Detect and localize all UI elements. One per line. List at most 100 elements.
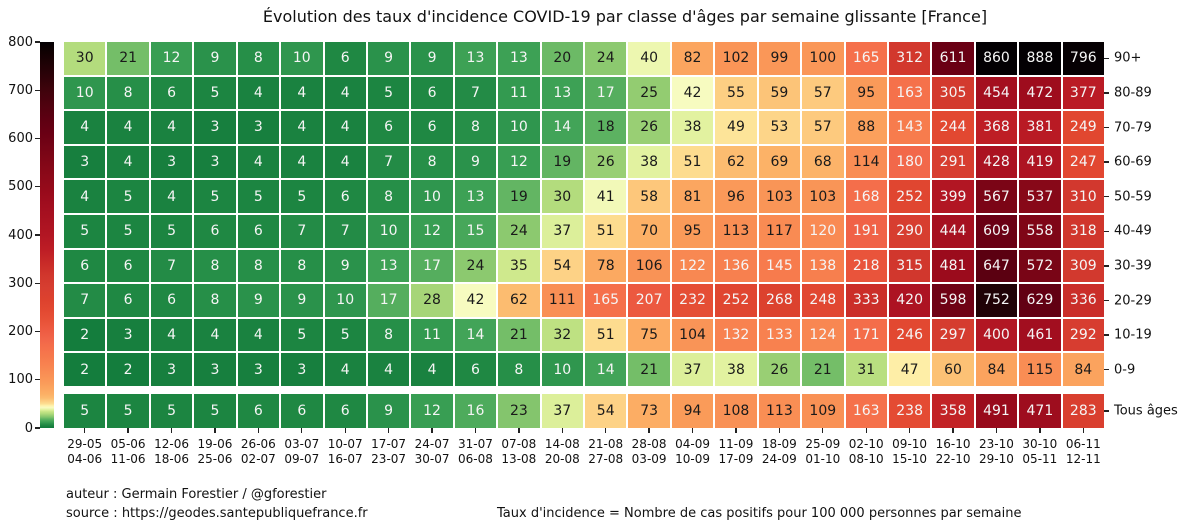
heatmap-cell: 124 bbox=[802, 318, 844, 352]
heatmap-cell: 377 bbox=[1062, 76, 1104, 110]
heatmap-cell: 21 bbox=[802, 353, 844, 386]
heatmap-cell: 6 bbox=[411, 111, 453, 144]
x-tick bbox=[344, 428, 346, 433]
col-start-date: 07-08 bbox=[501, 437, 537, 451]
heatmap-cell: 3 bbox=[64, 145, 106, 179]
heatmap-cell: 14 bbox=[541, 111, 583, 144]
heatmap-cell: 6 bbox=[324, 180, 366, 213]
heatmap-cell: 138 bbox=[802, 249, 844, 283]
heatmap-cell: 3 bbox=[150, 145, 193, 179]
heatmap-cell: 4 bbox=[324, 111, 366, 144]
heatmap-cell: 4 bbox=[324, 353, 366, 386]
col-end-date: 04-06 bbox=[67, 452, 103, 466]
col-start-date: 26-06 bbox=[240, 437, 276, 451]
heatmap-cell: 481 bbox=[932, 249, 974, 283]
heatmap-cell: 19 bbox=[541, 145, 583, 179]
heatmap-cell: 60 bbox=[932, 353, 974, 386]
y-tick bbox=[1104, 299, 1109, 302]
heatmap-cell: 252 bbox=[888, 180, 931, 213]
heatmap-cell: 18 bbox=[585, 111, 627, 144]
heatmap-cell: 609 bbox=[975, 215, 1018, 248]
colorbar-tick-label: 300 bbox=[8, 275, 33, 291]
heatmap-cell: 4 bbox=[64, 180, 106, 213]
heatmap-row: 2 3 4 4 4 5 5 8 11 14 21 32 51 75 104 132 133 124 171 246 29… bbox=[64, 318, 1104, 352]
heatmap-row: 4 5 4 5 5 5 6 8 10 13 19 30 41 58 81 96 103 103 168 252 399 5… bbox=[64, 180, 1104, 213]
heatmap-cell: 5 bbox=[64, 394, 106, 428]
col-start-date: 06-11 bbox=[1065, 437, 1101, 451]
heatmap-cell: 6 bbox=[64, 249, 106, 283]
heatmap-cell: 143 bbox=[888, 111, 931, 144]
heatmap-cell: 5 bbox=[194, 76, 236, 110]
heatmap-cell: 7 bbox=[367, 145, 410, 179]
col-end-date: 24-09 bbox=[761, 452, 797, 466]
col-end-date: 20-08 bbox=[544, 452, 580, 466]
heatmap-cell: 5 bbox=[194, 394, 236, 428]
heatmap-cell: 471 bbox=[1019, 394, 1061, 428]
x-tick bbox=[214, 428, 216, 433]
heatmap-cell: 113 bbox=[758, 394, 801, 428]
heatmap-cell: 24 bbox=[454, 249, 497, 283]
col-end-date: 16-07 bbox=[327, 452, 363, 466]
col-date-label: 29-05 04-06 bbox=[64, 437, 105, 467]
heatmap-cell: 8 bbox=[237, 42, 280, 75]
heatmap-cell: 17 bbox=[367, 284, 410, 317]
col-date-label: 05-06 11-06 bbox=[107, 437, 148, 467]
col-start-date: 09-10 bbox=[892, 437, 928, 451]
colorbar-tick-label: 800 bbox=[8, 34, 33, 50]
heatmap-cell: 9 bbox=[281, 284, 323, 317]
heatmap-cell: 165 bbox=[845, 42, 887, 75]
y-tick bbox=[1104, 161, 1109, 163]
heatmap-cell: 9 bbox=[454, 145, 497, 179]
heatmap-cell: 26 bbox=[758, 353, 801, 386]
heatmap-cell: 37 bbox=[541, 394, 583, 428]
heatmap-cell: 96 bbox=[715, 180, 757, 213]
heatmap-cell: 31 bbox=[845, 353, 887, 386]
x-tick bbox=[431, 428, 433, 433]
col-end-date: 23-07 bbox=[371, 452, 407, 466]
heatmap-cell: 11 bbox=[411, 318, 453, 352]
heatmap-cell: 368 bbox=[975, 111, 1018, 144]
x-tick bbox=[474, 428, 477, 433]
heatmap-cell: 4 bbox=[237, 318, 280, 352]
heatmap-cell: 6 bbox=[411, 76, 453, 110]
colorbar-tick bbox=[35, 330, 40, 333]
colorbar-tick-label: 700 bbox=[8, 82, 33, 98]
heatmap-cell: 3 bbox=[237, 353, 280, 386]
heatmap-cell: 49 bbox=[715, 111, 757, 144]
col-end-date: 09-07 bbox=[284, 452, 320, 466]
x-tick bbox=[778, 428, 781, 433]
heatmap-cell: 57 bbox=[802, 76, 844, 110]
heatmap-cell: 13 bbox=[454, 42, 497, 75]
row-label: 50-59 bbox=[1114, 189, 1152, 205]
heatmap-cell: 12 bbox=[150, 42, 193, 75]
heatmap-cell: 21 bbox=[107, 42, 149, 75]
heatmap-cell: 252 bbox=[715, 284, 757, 317]
col-date-label: 21-08 27-08 bbox=[585, 437, 626, 467]
heatmap-cell: 400 bbox=[975, 318, 1018, 352]
col-end-date: 06-08 bbox=[458, 452, 493, 466]
heatmap-cell: 38 bbox=[671, 111, 714, 144]
heatmap-cell: 10 bbox=[281, 42, 323, 75]
heatmap-cell: 136 bbox=[715, 249, 757, 283]
col-date-label: 11-09 17-09 bbox=[715, 437, 756, 467]
heatmap-cell: 17 bbox=[411, 249, 453, 283]
heatmap-cell: 30 bbox=[541, 180, 583, 213]
col-date-label: 06-11 12-11 bbox=[1063, 437, 1104, 467]
col-date-label: 18-09 24-09 bbox=[759, 437, 800, 467]
heatmap-cell: 2 bbox=[64, 353, 106, 386]
col-start-date: 05-06 bbox=[110, 437, 146, 451]
col-end-date: 22-10 bbox=[935, 452, 971, 466]
colorbar bbox=[40, 42, 54, 428]
heatmap-cell: 5 bbox=[150, 215, 193, 248]
heatmap-cell: 318 bbox=[1062, 215, 1104, 248]
row-label: Tous âges bbox=[1114, 403, 1178, 419]
heatmap-cell: 8 bbox=[194, 249, 236, 283]
heatmap-cell: 54 bbox=[585, 394, 627, 428]
col-end-date: 05-11 bbox=[1022, 452, 1058, 466]
heatmap-cell: 6 bbox=[281, 394, 323, 428]
heatmap-cell: 95 bbox=[845, 76, 887, 110]
heatmap-cell: 13 bbox=[454, 180, 497, 213]
heatmap-cell: 12 bbox=[411, 215, 453, 248]
heatmap-cell: 69 bbox=[758, 145, 801, 179]
heatmap-cell: 122 bbox=[671, 249, 714, 283]
